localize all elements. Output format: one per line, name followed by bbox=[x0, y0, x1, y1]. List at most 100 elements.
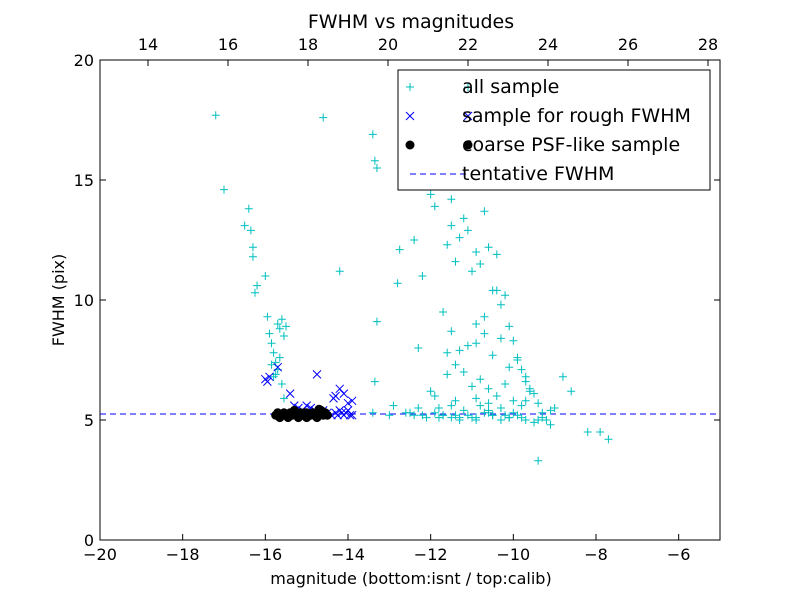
all-sample-point bbox=[451, 360, 460, 369]
all-sample-point bbox=[269, 372, 278, 381]
all-sample-point bbox=[455, 233, 464, 242]
rough-fwhm-point bbox=[331, 391, 340, 401]
all-sample-point bbox=[279, 394, 288, 403]
all-sample-point bbox=[488, 351, 497, 360]
all-sample-point bbox=[447, 327, 456, 336]
all-sample-point bbox=[251, 288, 259, 297]
all-sample-point bbox=[439, 308, 448, 316]
all-sample-point bbox=[414, 404, 423, 412]
top-x-tick-label: 16 bbox=[218, 35, 238, 54]
all-sample-point bbox=[480, 408, 489, 417]
all-sample-point bbox=[492, 250, 501, 259]
y-tick-label: 5 bbox=[84, 411, 94, 430]
all-sample-point bbox=[513, 411, 522, 420]
all-sample-point bbox=[370, 156, 379, 165]
all-sample-point bbox=[550, 404, 559, 412]
legend-all-sample-marker bbox=[406, 83, 414, 91]
psf-like-point bbox=[302, 408, 312, 418]
all-sample-point bbox=[517, 365, 526, 374]
all-sample-point bbox=[240, 221, 249, 230]
all-sample-point bbox=[567, 387, 576, 396]
all-sample-point bbox=[447, 413, 456, 422]
all-sample-point bbox=[368, 130, 377, 139]
all-sample-point bbox=[406, 408, 414, 417]
all-sample-point bbox=[439, 411, 448, 420]
legend-psf-like-marker bbox=[405, 140, 415, 150]
all-sample-point bbox=[488, 411, 497, 420]
all-sample-point bbox=[261, 272, 270, 280]
all-sample-point bbox=[496, 334, 505, 343]
all-sample-point bbox=[414, 344, 423, 352]
rough-fwhm-point bbox=[347, 396, 357, 406]
x-tick-label: −10 bbox=[496, 545, 530, 564]
y-tick-label: 0 bbox=[84, 531, 94, 550]
all-sample-point bbox=[246, 226, 255, 235]
psf-like-point bbox=[289, 407, 299, 417]
all-sample-point bbox=[521, 396, 530, 405]
all-sample-point bbox=[422, 413, 431, 422]
legend-rough-fwhm-marker bbox=[405, 111, 415, 121]
all-sample-point bbox=[265, 329, 274, 338]
all-sample-point bbox=[418, 411, 427, 420]
top-x-tick-label: 24 bbox=[538, 35, 558, 54]
all-sample-point bbox=[476, 260, 485, 268]
y-tick-label: 20 bbox=[74, 51, 94, 70]
legend-label: sample for rough FWHM bbox=[462, 105, 691, 127]
top-x-tick-label: 18 bbox=[298, 35, 318, 54]
all-sample-point bbox=[220, 185, 228, 194]
rough-fwhm-point bbox=[265, 372, 274, 382]
rough-fwhm-point bbox=[273, 362, 283, 372]
rough-fwhm-point bbox=[343, 398, 353, 408]
all-sample-point bbox=[596, 428, 605, 436]
all-sample-point bbox=[546, 420, 555, 429]
all-sample-point bbox=[463, 226, 472, 235]
all-sample-point bbox=[410, 411, 419, 420]
all-sample-point bbox=[368, 408, 377, 417]
all-sample-point bbox=[455, 346, 464, 355]
all-sample-point bbox=[389, 401, 398, 410]
all-sample-point bbox=[282, 322, 290, 331]
plot-area: −20 −18 −16 −14 −12 −10 −8 −6 14 16 18 20 22 24 26 28 0 5… bbox=[74, 35, 721, 564]
legend-label: all sample bbox=[462, 76, 559, 98]
x-tick-label: −12 bbox=[414, 545, 448, 564]
all-sample-point bbox=[472, 339, 481, 348]
rough-fwhm-point bbox=[302, 401, 312, 410]
all-sample-point bbox=[480, 329, 489, 338]
all-sample-point bbox=[447, 221, 456, 230]
all-sample-point bbox=[476, 401, 485, 410]
all-sample-point bbox=[335, 267, 344, 276]
rough-fwhm-point bbox=[263, 377, 272, 386]
all-sample-point bbox=[521, 416, 530, 424]
all-sample-point bbox=[492, 392, 501, 400]
all-sample-point bbox=[484, 406, 493, 415]
all-sample-point bbox=[530, 418, 538, 427]
all-sample-point bbox=[542, 416, 551, 424]
all-sample-point bbox=[370, 377, 379, 386]
all-sample-point bbox=[443, 348, 452, 357]
y-axis-label: FWHM (pix) bbox=[49, 254, 68, 347]
all-sample-point bbox=[501, 411, 510, 420]
all-sample-point bbox=[463, 341, 472, 350]
all-sample-point bbox=[443, 370, 452, 379]
all-sample-point bbox=[534, 456, 543, 465]
all-sample-point bbox=[211, 111, 220, 120]
legend-all-sample-marker bbox=[464, 83, 472, 91]
all-sample-point bbox=[501, 291, 510, 300]
all-sample-point bbox=[277, 380, 286, 388]
all-sample-point bbox=[492, 286, 501, 295]
rough-fwhm-point bbox=[285, 389, 295, 398]
rough-fwhm-point bbox=[345, 410, 355, 420]
all-sample-point bbox=[517, 401, 526, 410]
all-sample-point bbox=[459, 368, 468, 376]
all-sample-point bbox=[484, 384, 493, 393]
x-tick-label: −18 bbox=[166, 545, 200, 564]
all-sample-point bbox=[459, 406, 468, 415]
all-sample-point bbox=[372, 317, 381, 326]
all-sample-point bbox=[253, 281, 262, 290]
psf-like-point bbox=[314, 404, 324, 414]
all-sample-point bbox=[496, 300, 505, 309]
all-sample-point bbox=[534, 399, 543, 408]
x-axis-label: magnitude (bottom:isnt / top:calib) bbox=[270, 569, 551, 588]
all-sample-point bbox=[546, 406, 555, 415]
